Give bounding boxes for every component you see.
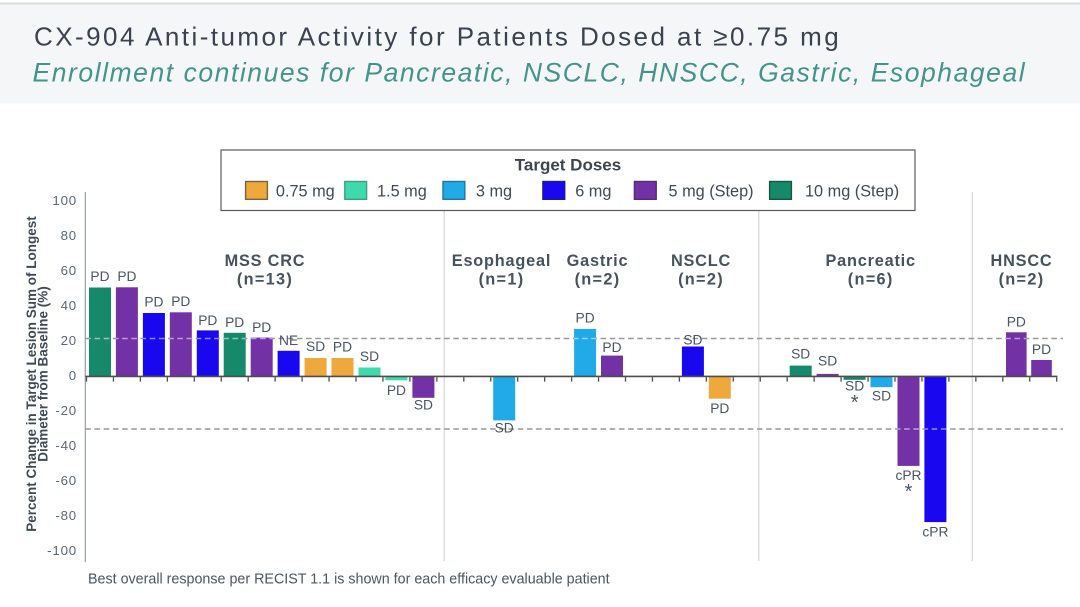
svg-text:0: 0 bbox=[69, 368, 77, 383]
svg-text:Percent Change in Target Lesio: Percent Change in Target Lesion Sum of L… bbox=[24, 216, 39, 532]
svg-text:PD: PD bbox=[387, 383, 406, 398]
svg-text:0.75 mg: 0.75 mg bbox=[276, 183, 335, 201]
svg-text:Diameter from Baseline (%): Diameter from Baseline (%) bbox=[36, 286, 51, 462]
svg-text:PD: PD bbox=[171, 294, 190, 309]
svg-text:SD: SD bbox=[414, 398, 433, 413]
svg-text:-20: -20 bbox=[55, 403, 77, 418]
svg-text:cPR: cPR bbox=[895, 468, 921, 483]
svg-text:-60: -60 bbox=[55, 473, 77, 488]
svg-text:PD: PD bbox=[1032, 342, 1051, 357]
svg-text:SD: SD bbox=[306, 339, 325, 354]
svg-text:6 mg: 6 mg bbox=[575, 183, 611, 201]
svg-text:Best overall response per RECI: Best overall response per RECIST 1.1 is … bbox=[88, 572, 610, 588]
svg-text:PD: PD bbox=[117, 269, 136, 284]
svg-text:PD: PD bbox=[576, 311, 595, 326]
svg-text:-80: -80 bbox=[55, 508, 77, 523]
svg-text:SD: SD bbox=[818, 354, 837, 369]
svg-text:PD: PD bbox=[144, 295, 163, 310]
svg-text:SD: SD bbox=[791, 347, 810, 362]
svg-text:(n=2): (n=2) bbox=[678, 271, 724, 289]
svg-text:1.5 mg: 1.5 mg bbox=[377, 183, 427, 201]
svg-text:3 mg: 3 mg bbox=[476, 183, 512, 201]
svg-text:40: 40 bbox=[61, 298, 77, 313]
svg-text:(n=2): (n=2) bbox=[575, 271, 621, 289]
svg-text:60: 60 bbox=[61, 263, 77, 278]
svg-text:-40: -40 bbox=[55, 438, 77, 453]
svg-text:(n=13): (n=13) bbox=[237, 271, 293, 289]
svg-text:PD: PD bbox=[252, 320, 271, 335]
svg-text:SD: SD bbox=[495, 421, 514, 436]
svg-text:SD: SD bbox=[872, 389, 891, 404]
svg-text:10 mg (Step): 10 mg (Step) bbox=[805, 183, 899, 201]
svg-text:PD: PD bbox=[333, 339, 352, 354]
svg-text:*: * bbox=[851, 392, 859, 414]
svg-text:HNSCC: HNSCC bbox=[991, 252, 1053, 270]
svg-text:Pancreatic: Pancreatic bbox=[826, 252, 916, 270]
svg-text:80: 80 bbox=[61, 228, 77, 243]
svg-text:PD: PD bbox=[602, 340, 621, 355]
svg-text:PD: PD bbox=[710, 401, 729, 416]
svg-text:100: 100 bbox=[52, 193, 77, 208]
svg-text:NSCLC: NSCLC bbox=[671, 252, 731, 270]
svg-text:(n=1): (n=1) bbox=[479, 271, 525, 289]
svg-text:MSS CRC: MSS CRC bbox=[225, 252, 306, 270]
svg-text:SD: SD bbox=[683, 333, 702, 348]
svg-text:*: * bbox=[905, 481, 913, 503]
svg-text:PD: PD bbox=[198, 313, 217, 328]
svg-text:CX-904 Anti-tumor Activity for: CX-904 Anti-tumor Activity for Patients … bbox=[34, 22, 841, 52]
svg-text:Enrollment continues for Pancr: Enrollment continues for Pancreatic, NSC… bbox=[33, 57, 1027, 87]
svg-text:cPR: cPR bbox=[922, 525, 948, 540]
svg-text:Gastric: Gastric bbox=[567, 252, 629, 270]
svg-text:SD: SD bbox=[845, 379, 864, 394]
svg-text:PD: PD bbox=[90, 269, 109, 284]
svg-text:NE: NE bbox=[279, 333, 298, 348]
svg-text:(n=2): (n=2) bbox=[999, 271, 1045, 289]
svg-text:PD: PD bbox=[1007, 314, 1026, 329]
svg-text:Target Doses: Target Doses bbox=[515, 156, 621, 175]
svg-text:-100: -100 bbox=[47, 543, 77, 558]
svg-text:SD: SD bbox=[360, 349, 379, 364]
svg-text:Esophageal: Esophageal bbox=[452, 252, 551, 270]
svg-text:(n=6): (n=6) bbox=[848, 271, 894, 289]
svg-text:5 mg (Step): 5 mg (Step) bbox=[669, 183, 754, 201]
svg-text:PD: PD bbox=[225, 315, 244, 330]
svg-text:20: 20 bbox=[61, 333, 77, 348]
